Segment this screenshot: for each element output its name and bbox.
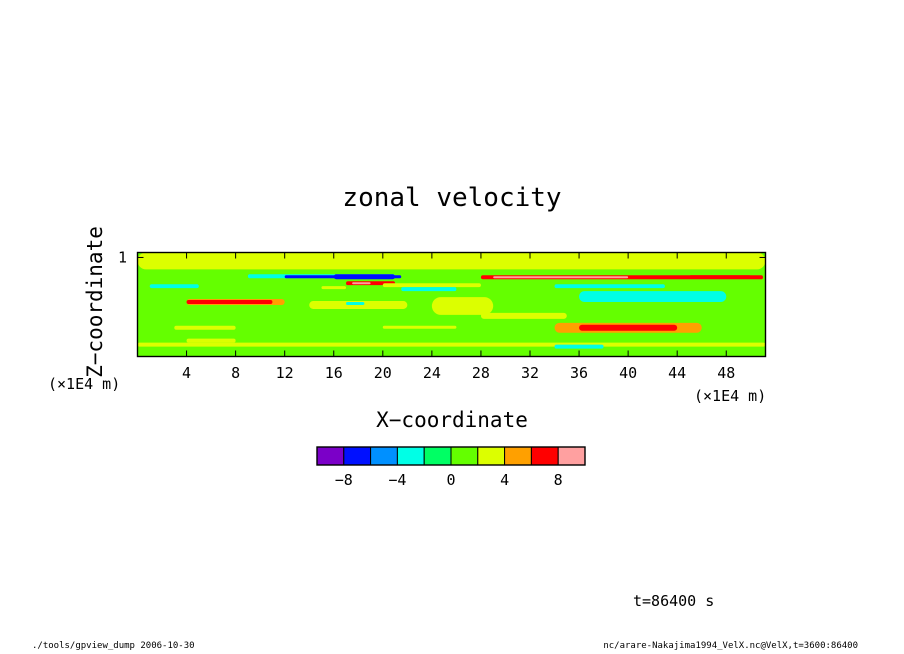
field-region [137,252,766,270]
x-ticks: 4 8 12 16 20 24 28 32 36 40 44 48 [182,252,735,382]
field-region [554,344,604,349]
field-region [382,283,481,288]
colorbar-swatch [477,446,506,466]
x-tick-label: 40 [619,364,637,382]
colorbar: −8 −4 0 4 8 [316,446,586,489]
x-axis-label: X−coordinate [376,408,528,432]
colorbar-swatch [504,446,532,466]
field-region [579,324,678,331]
y-axis-unit: (×1E4 m) [48,375,121,393]
colorbar-swatch [450,446,479,466]
field-region [186,300,273,305]
x-axis-unit: (×1E4 m) [694,387,767,405]
plot-frame [136,251,767,358]
colorbar-tick-label: −4 [388,471,406,489]
x-tick-label: 36 [570,364,588,382]
colorbar-swatch [396,446,425,466]
x-tick-label: 44 [668,364,686,382]
time-label: t=86400 s [633,592,715,610]
field-region [149,284,199,289]
field-region [493,276,629,279]
colorbar-swatch [530,446,559,466]
heatmap-field [137,252,766,357]
chart-title: zonal velocity [342,183,562,213]
colorbar-swatch [370,446,398,466]
x-tick-label: 20 [374,364,392,382]
colorbar-swatch [557,446,586,466]
colorbar-tick-label: 4 [500,471,509,489]
x-tick-label: 12 [276,364,294,382]
x-tick-label: 8 [231,364,240,382]
field-region [689,275,751,279]
x-tick-label: 24 [423,364,441,382]
colorbar-swatch [423,446,452,466]
field-region [382,325,457,329]
field-region [333,274,396,280]
colorbar-tick-label: 8 [554,471,563,489]
y-tick-label: 1 [118,248,127,266]
colorbar-tick-label: 0 [446,471,455,489]
field-region [401,287,457,292]
x-tick-label: 32 [521,364,539,382]
x-tick-label: 4 [182,364,191,382]
field-region [480,312,567,319]
x-tick-label: 16 [325,364,343,382]
field-region [174,325,236,330]
field-region [137,346,766,357]
colorbar-frame [316,446,586,466]
x-tick-label: 28 [472,364,490,382]
footer-right: nc/arare-Nakajima1994_VelX.nc@VelX,t=360… [603,641,858,651]
field-region [352,282,371,285]
field-region [591,293,702,301]
colorbar-swatch [316,446,345,466]
field-region [321,286,347,290]
colorbar-swatch [343,446,372,466]
field-region [137,342,766,347]
x-tick-label: 48 [717,364,735,382]
field-region [186,338,236,343]
field-region [346,302,365,305]
colorbar-tick-label: −8 [335,471,353,489]
y-ticks: 1 [118,248,766,266]
field-region [431,297,494,315]
field-region [554,284,665,289]
footer-left: ./tools/gpview_dump 2006-10-30 [32,641,195,651]
